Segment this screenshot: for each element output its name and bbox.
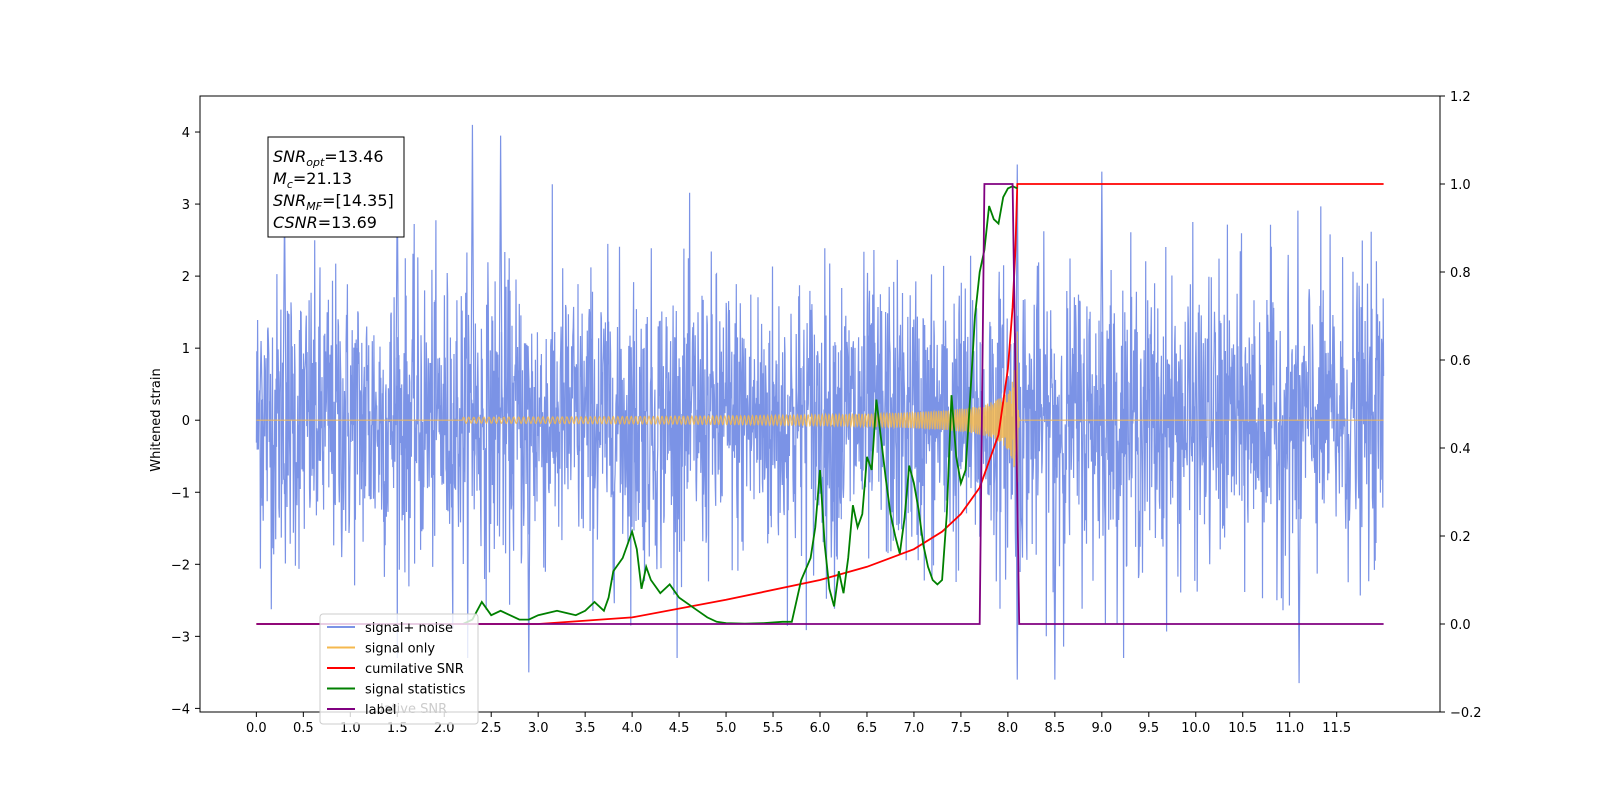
x-tick-label: 6.0 [810, 721, 831, 736]
annotation-line: Mc=21.13 [273, 169, 352, 191]
y-tick-label: 4 [182, 126, 190, 141]
x-tick-label: 8.5 [1045, 721, 1066, 736]
x-tick-label: 9.5 [1138, 721, 1159, 736]
y2-tick-label: 0.8 [1450, 266, 1471, 281]
x-tick-label: 3.0 [528, 721, 549, 736]
x-tick-label: 11.5 [1322, 721, 1351, 736]
x-tick-label: 8.0 [998, 721, 1019, 736]
annotation-symbol: SNR [273, 147, 306, 166]
series-line-signal-only [256, 331, 1384, 494]
y2-tick-label: 0.6 [1450, 354, 1471, 369]
noise-peak [258, 340, 264, 421]
x-tick-label: 2.5 [481, 721, 502, 736]
x-tick-label: 3.5 [575, 721, 596, 736]
annotation-frame [267, 136, 405, 238]
y-tick-label: −1 [171, 486, 190, 501]
y2-tick-label: 0.2 [1450, 530, 1471, 545]
series-line-signal-noise [255, 184, 1385, 659]
noise-peak [470, 124, 475, 421]
x-tick-label: 7.0 [904, 721, 925, 736]
legend-label: cumilative SNR [365, 662, 464, 677]
x-tick-label: 5.5 [763, 721, 784, 736]
series-signal-only [256, 331, 1384, 494]
annotation-box: SNRopt=13.46Mc=21.13SNRMF=[14.35]CSNR=13… [267, 136, 405, 238]
annotation-value: =[14.35] [322, 191, 394, 210]
x-tick-label: 0.5 [293, 721, 314, 736]
annotation-line: CSNR=13.69 [273, 213, 377, 232]
x-tick-label: 2.0 [434, 721, 455, 736]
y-tick-label: 0 [182, 414, 190, 429]
x-tick-label: 10.5 [1228, 721, 1257, 736]
y-axis-left: −4 −3 −2 −1 0 1 2 3 4 [171, 126, 200, 717]
y-tick-label: −3 [171, 630, 190, 645]
annotation-symbol: M [273, 169, 287, 188]
annotation-line: SNRopt=13.46 [273, 147, 384, 169]
series-line-signal-statistics [462, 185, 1018, 625]
x-tick-label: 7.5 [951, 721, 972, 736]
annotation-symbol: CSNR [273, 213, 318, 232]
y-tick-label: −4 [171, 702, 190, 717]
y-tick-label: −2 [171, 558, 190, 573]
y2-tick-label: 0.0 [1450, 618, 1471, 633]
y2-tick-label: −0.2 [1450, 706, 1482, 721]
y-tick-label: 1 [182, 342, 190, 357]
x-tick-label: 9.0 [1091, 721, 1112, 736]
y2-tick-label: 0.4 [1450, 442, 1471, 457]
y-tick-label: 3 [182, 198, 190, 213]
x-tick-label: 5.0 [716, 721, 737, 736]
noise-peak [1099, 171, 1104, 421]
legend: lative SNR signal+ noise signal only cumila… [319, 613, 479, 725]
annotation-line: SNRMF=[14.35] [273, 191, 394, 213]
annotation-value: =13.69 [318, 213, 377, 232]
annotation-symbol: SNR [273, 191, 306, 210]
noise-peak [1015, 164, 1020, 421]
series-line-label [256, 183, 1384, 625]
noise-peak [1296, 420, 1302, 684]
x-tick-label: 6.5 [857, 721, 878, 736]
legend-label: signal+ noise [365, 621, 453, 636]
legend-label: signal statistics [365, 683, 466, 698]
legend-label: label [365, 703, 396, 718]
annotation-subscript: c [287, 178, 293, 191]
noise-peak [526, 420, 531, 673]
annotation-value: =13.46 [324, 147, 383, 166]
annotation-value: =21.13 [293, 169, 352, 188]
y2-tick-label: 1.2 [1450, 90, 1471, 105]
legend-label: signal only [365, 642, 435, 657]
legend-frame [319, 613, 479, 725]
x-tick-label: 1.0 [340, 721, 361, 736]
x-tick-label: 11.0 [1275, 721, 1304, 736]
x-axis: 0.0 0.5 1.0 1.5 2.0 2.5 3.0 3.5 4.0 4.5 5.0 5.5 6.0 6… [246, 712, 1351, 736]
x-tick-label: 4.5 [669, 721, 690, 736]
annotation-subscript: opt [306, 156, 325, 169]
y-axis-right: −0.2 0.0 0.2 0.4 0.6 0.8 1.0 1.2 [1440, 90, 1482, 721]
series-signal-statistics [462, 185, 1018, 625]
y2-tick-label: 1.0 [1450, 178, 1471, 193]
noise-peak [498, 135, 503, 421]
x-tick-label: 1.5 [387, 721, 408, 736]
y-tick-label: 2 [182, 270, 190, 285]
annotation-subscript: MF [306, 200, 322, 213]
x-tick-label: 4.0 [622, 721, 643, 736]
legend-overlap-text: lative SNR [380, 702, 447, 717]
series-label [256, 183, 1384, 625]
x-tick-label: 10.0 [1181, 721, 1210, 736]
y-axis-label: Whitened strain [149, 368, 164, 471]
x-tick-label: 0.0 [246, 721, 267, 736]
